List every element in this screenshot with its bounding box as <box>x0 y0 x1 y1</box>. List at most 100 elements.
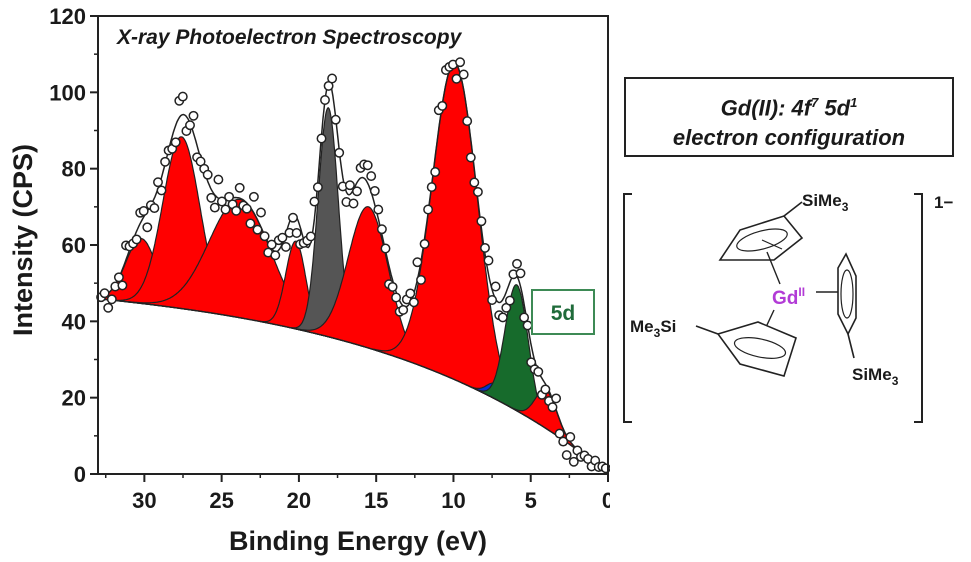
data-point <box>241 203 252 214</box>
data-point <box>565 432 576 442</box>
y-axis-title: Intensity (CPS) <box>8 144 38 336</box>
data-point <box>419 238 430 249</box>
metal-center-label: GdII <box>772 285 805 309</box>
data-point <box>472 186 483 197</box>
data-point <box>131 234 142 245</box>
y-tick-label-80: 80 <box>62 157 86 182</box>
chart-axes: 30 25 20 15 10 5 0 0 20 40 60 80 100 120 <box>49 4 610 513</box>
cp-ring-top <box>718 201 804 261</box>
data-point <box>547 402 558 413</box>
data-point <box>309 196 320 207</box>
data-point <box>305 231 316 242</box>
x-tick-label-5: 5 <box>525 488 537 513</box>
data-point <box>327 73 338 84</box>
y-tick-label-60: 60 <box>62 233 86 258</box>
data-point <box>185 120 195 131</box>
data-point <box>117 280 128 291</box>
data-point <box>334 147 345 158</box>
chart-title: X-ray Photoelectron Spectroscopy <box>116 26 463 49</box>
data-point <box>512 258 522 269</box>
data-point <box>519 312 530 323</box>
data-point <box>288 212 298 223</box>
data-point <box>437 100 448 111</box>
y-tick-label-0: 0 <box>74 462 86 487</box>
data-point <box>266 239 277 250</box>
molecule-structure: 1− SiMe3 GdII SiMe3 Me3Si <box>623 191 953 423</box>
data-point <box>103 302 114 313</box>
x-tick-label-25: 25 <box>209 488 233 513</box>
configuration-line-1: Gd(II): 4f7 5d1 <box>626 88 952 123</box>
data-point <box>490 281 501 292</box>
y-tick-label-40: 40 <box>62 309 86 334</box>
background-baseline <box>97 298 608 475</box>
data-point <box>149 203 160 214</box>
data-point <box>220 204 231 215</box>
data-point <box>170 137 181 148</box>
config-f-count: 7 <box>811 95 819 110</box>
data-point <box>515 268 526 279</box>
data-point <box>369 185 380 196</box>
electron-configuration-box: Gd(II): 4f7 5d1 electron configuration <box>624 77 954 157</box>
data-point <box>160 156 171 167</box>
data-point <box>376 224 387 235</box>
data-point <box>209 202 220 213</box>
data-point <box>245 218 256 229</box>
data-point <box>280 241 291 252</box>
data-point <box>558 436 569 447</box>
data-point <box>408 297 419 308</box>
data-point <box>373 204 384 215</box>
y-tick-label-120: 120 <box>49 4 86 29</box>
left-substituent: Me3Si <box>630 317 676 340</box>
data-point <box>113 272 124 283</box>
y-tick-label-100: 100 <box>49 80 86 105</box>
top-substituent: SiMe3 <box>802 191 849 214</box>
data-point <box>416 274 426 285</box>
data-point <box>156 185 167 196</box>
data-point <box>504 295 515 306</box>
data-point <box>316 133 327 144</box>
data-point <box>387 281 398 292</box>
annotation-5d-badge: 5d <box>531 289 595 335</box>
right-bracket <box>914 193 923 423</box>
x-axis-title: Binding Energy (eV) <box>229 526 487 556</box>
data-point <box>256 207 266 218</box>
config-d-count: 1 <box>850 95 858 110</box>
data-point <box>99 288 110 299</box>
data-point <box>312 182 323 193</box>
data-point <box>291 228 302 238</box>
data-point <box>213 174 224 185</box>
data-point <box>231 205 242 216</box>
data-point <box>366 171 377 182</box>
data-point <box>270 250 281 261</box>
data-point <box>277 232 288 243</box>
data-point <box>465 152 476 163</box>
cp-ring-right <box>837 252 857 359</box>
data-point <box>522 320 533 331</box>
data-point <box>248 191 259 202</box>
data-point <box>405 288 416 299</box>
annotation-5d-label: 5d <box>551 302 576 325</box>
data-point <box>540 384 551 395</box>
x-tick-label-20: 20 <box>287 488 311 513</box>
data-point <box>202 169 213 180</box>
x-tick-label-15: 15 <box>364 488 388 513</box>
cp-ring-left <box>695 321 797 377</box>
charge-label: 1− <box>934 193 953 212</box>
data-point <box>480 242 490 253</box>
data-point <box>533 366 544 377</box>
data-point <box>412 257 423 268</box>
configuration-line-2: electron configuration <box>672 125 906 151</box>
data-point <box>177 91 188 102</box>
right-substituent: SiMe3 <box>852 365 899 388</box>
data-point <box>352 186 362 197</box>
data-point <box>188 110 199 121</box>
data-point <box>142 222 153 233</box>
left-bracket <box>623 193 632 423</box>
data-point <box>216 196 227 207</box>
data-point <box>252 224 263 235</box>
data-point <box>568 456 579 467</box>
x-tick-label-30: 30 <box>132 488 156 513</box>
data-point <box>551 393 562 404</box>
data-point <box>497 312 508 323</box>
x-tick-label-0: 0 <box>602 488 610 513</box>
